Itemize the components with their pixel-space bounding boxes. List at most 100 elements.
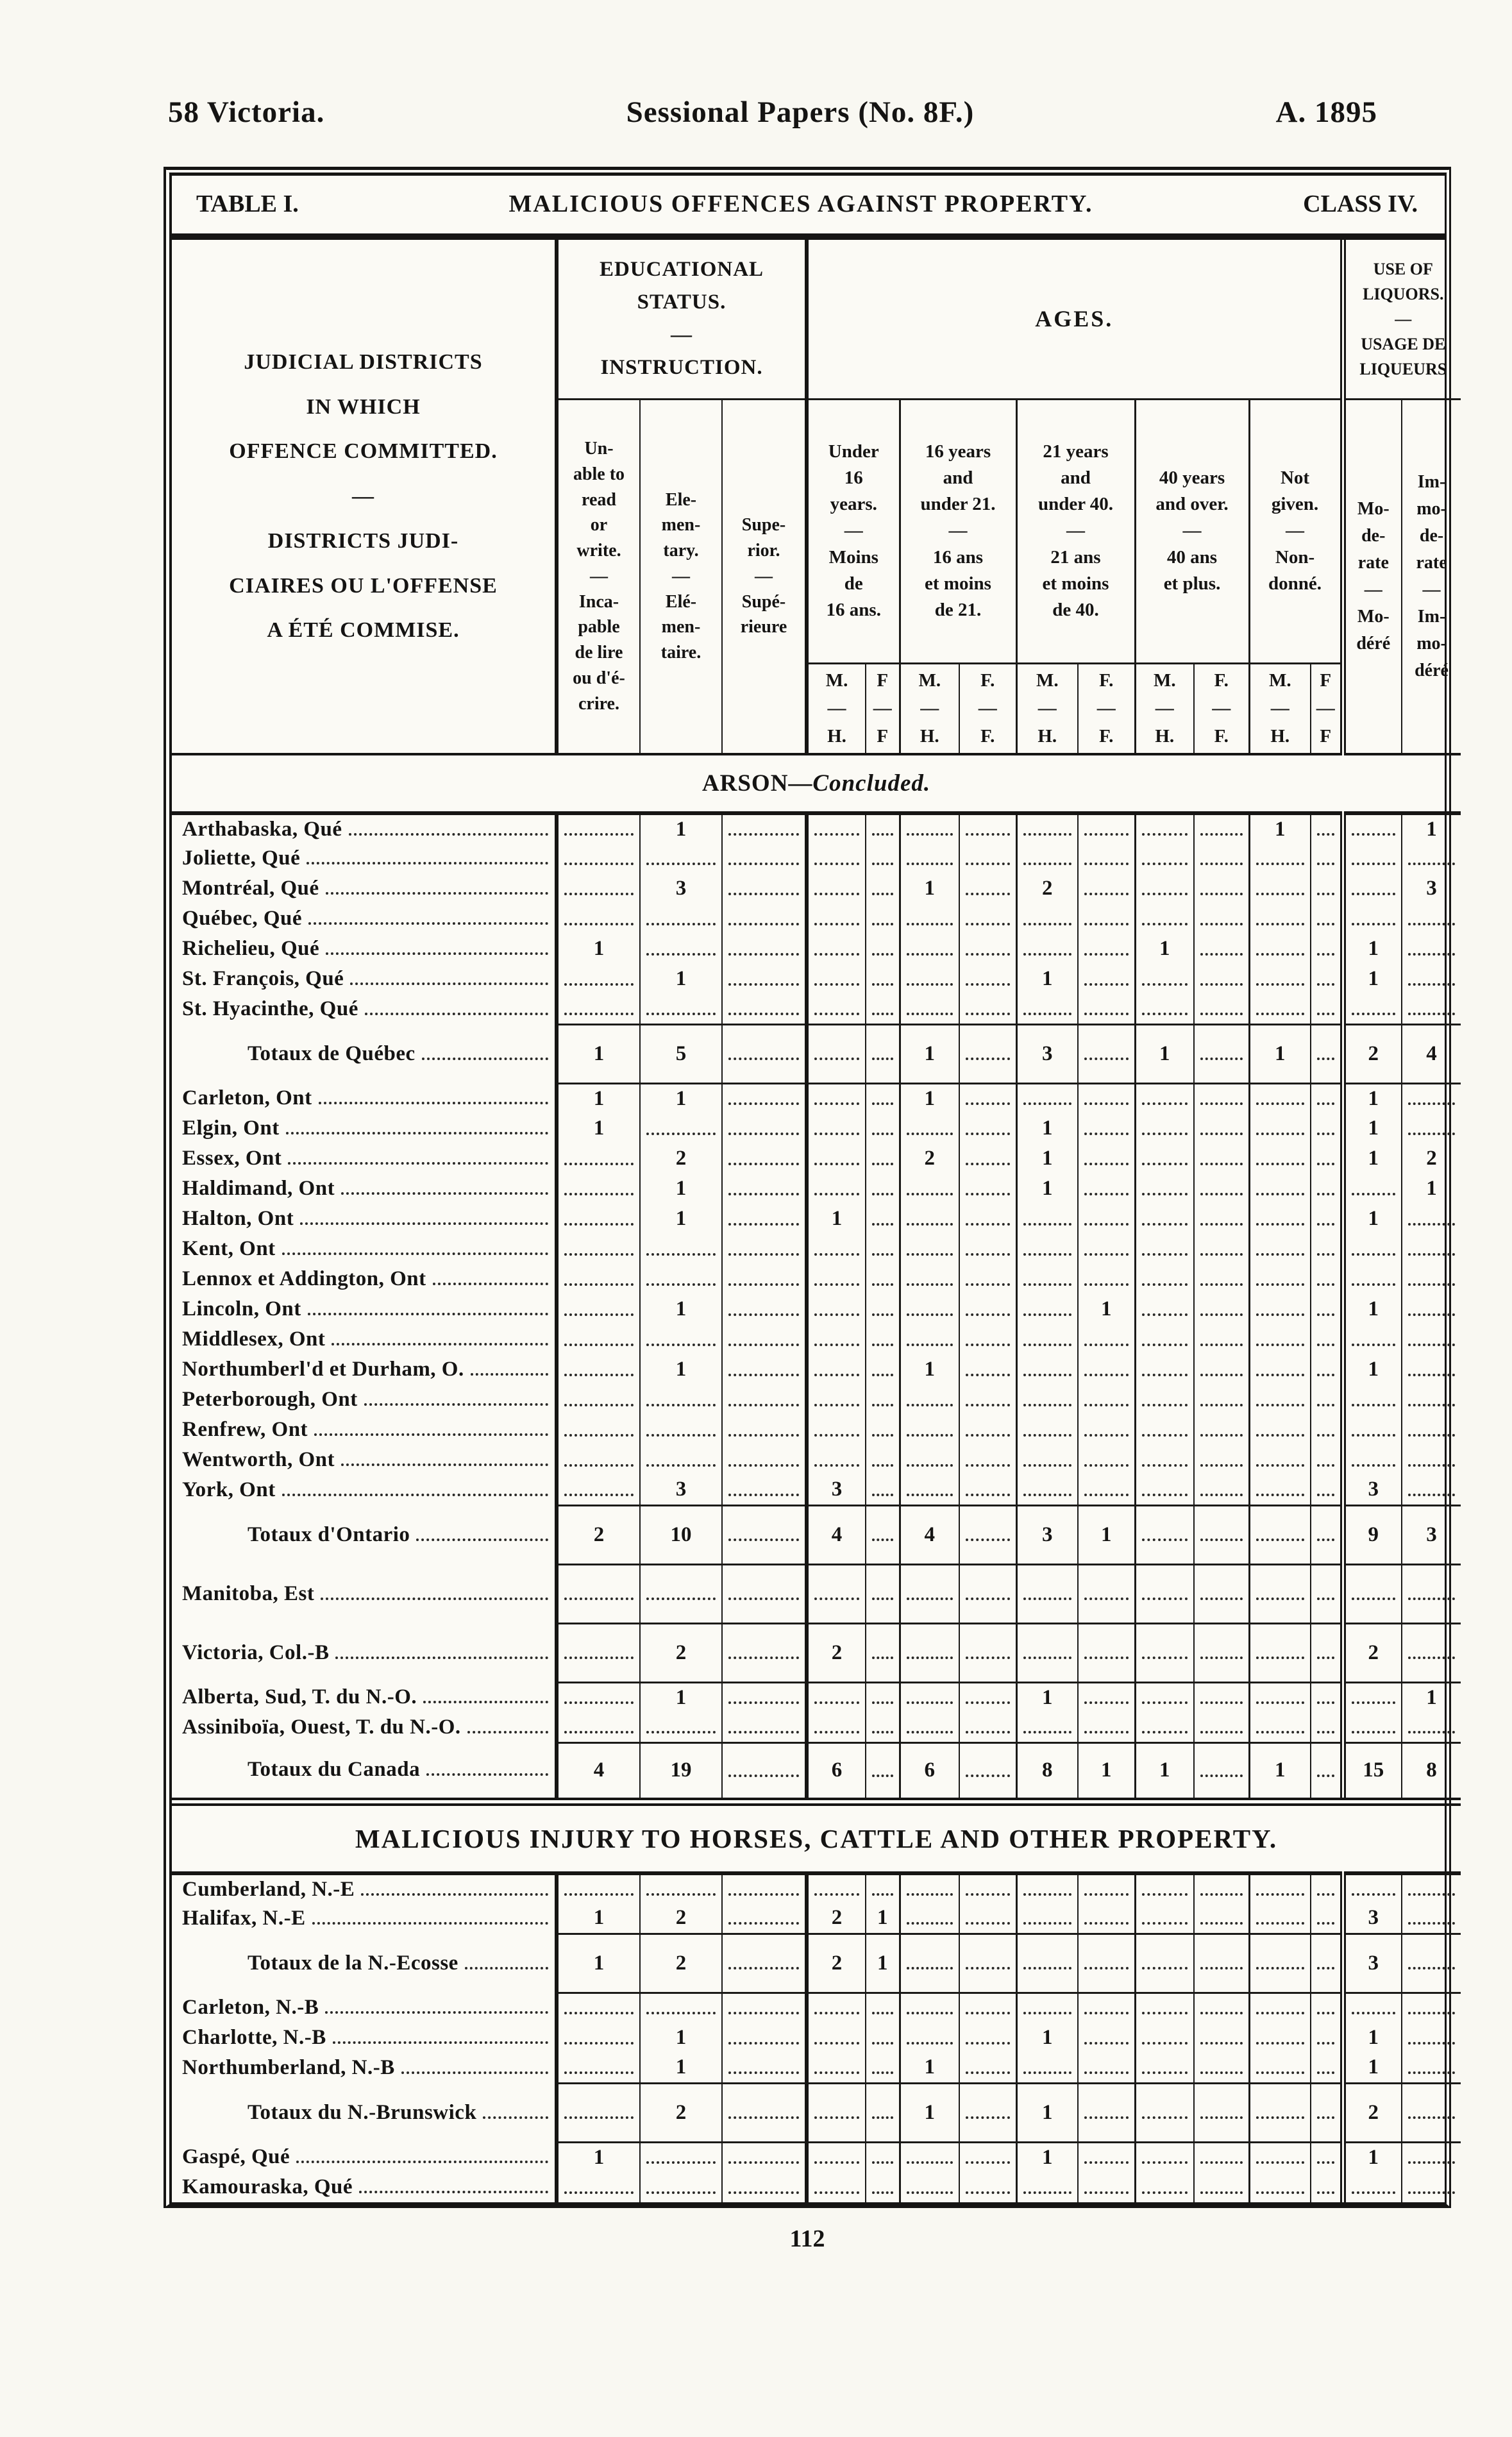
col-header-age-21-under-40: 21 years and under 40. — 21 ans et moins… (1015, 399, 1136, 664)
empty-cell-dots (1200, 1493, 1243, 1496)
empty-cell-dots (1317, 1283, 1334, 1286)
value-cell (1401, 1903, 1461, 1935)
value-cell: 1 (639, 2023, 722, 2053)
empty-cell-dots (1200, 892, 1243, 895)
empty-cell-dots (1200, 1012, 1243, 1015)
empty-cell-dots (1141, 2041, 1188, 2045)
district-name-cell: Peterborough, Ont (172, 1385, 557, 1415)
page-header: 58 Victoria. Sessional Papers (No. 8F.) … (0, 0, 1512, 130)
value-cell: 1 (1340, 1204, 1402, 1234)
value-cell (1077, 1174, 1136, 1204)
value-cell (959, 1023, 1017, 1084)
value-cell (805, 843, 866, 873)
value-cell (555, 1385, 640, 1415)
empty-cell-dots (1408, 862, 1456, 865)
empty-cell-dots (564, 1222, 634, 1226)
empty-cell-dots (814, 833, 860, 836)
empty-cell-dots (564, 922, 634, 925)
dotted-leader (470, 1373, 548, 1376)
value-cell (1077, 1903, 1136, 1935)
empty-cell-dots (966, 1343, 1010, 1346)
value-cell (1193, 813, 1250, 843)
empty-cell-dots (1084, 1463, 1129, 1467)
value-cell (865, 1264, 900, 1294)
empty-cell-dots (1317, 1012, 1334, 1015)
value-cell (1248, 2082, 1311, 2143)
value-cell (1077, 813, 1136, 843)
empty-cell-dots (1200, 2116, 1243, 2119)
value-cell (721, 1234, 807, 1264)
col-header-age-40-and-over: 40 years and over. — 40 ans et plus. (1134, 399, 1250, 664)
value-cell (805, 1415, 866, 1445)
empty-cell-dots (906, 862, 953, 865)
value-cell (898, 843, 960, 873)
empty-cell-dots (1200, 2191, 1243, 2194)
empty-cell-dots (728, 1058, 800, 1060)
empty-cell-dots (906, 1313, 953, 1316)
value-cell (555, 964, 640, 994)
empty-cell-dots (646, 1598, 716, 1600)
value-cell (1401, 2023, 1461, 2053)
value-cell (721, 2142, 807, 2172)
value-cell (1310, 1564, 1343, 1624)
empty-cell-dots (646, 862, 716, 865)
value-cell (865, 1385, 900, 1415)
empty-cell-dots (1351, 1403, 1396, 1406)
empty-cell-dots (966, 2041, 1010, 2045)
district-name: Totaux de la N.-Ecosse (248, 1951, 458, 1975)
district-name: Québec, Qué (182, 907, 302, 930)
value-cell (1193, 1903, 1250, 1935)
value-cell (1401, 964, 1461, 994)
value-cell (1077, 1623, 1136, 1683)
empty-cell-dots (646, 1403, 716, 1406)
empty-cell-dots (728, 1657, 800, 1659)
value-cell (1401, 2172, 1461, 2202)
value-cell (865, 843, 900, 873)
empty-cell-dots (728, 1192, 800, 1195)
empty-cell-dots (1023, 1222, 1072, 1226)
empty-cell-dots (1084, 1657, 1129, 1659)
value-cell (1077, 1932, 1136, 1994)
district-name-cell: St. Hyacinthe, Qué (172, 994, 557, 1024)
district-name: Richelieu, Qué (182, 937, 320, 960)
empty-cell-dots (966, 2012, 1010, 2015)
value-cell (1134, 994, 1195, 1024)
value-cell (1248, 1324, 1311, 1354)
empty-cell-dots (1023, 1313, 1072, 1316)
empty-cell-dots (564, 1373, 634, 1376)
value-cell (865, 1682, 900, 1712)
value-cell (898, 2023, 960, 2053)
empty-cell-dots (814, 1463, 860, 1467)
district-name: Cumberland, N.-E (182, 1877, 355, 1901)
value-cell: 2 (555, 1504, 640, 1565)
empty-cell-dots (1408, 1373, 1456, 1376)
empty-cell-dots (1141, 1403, 1188, 1406)
empty-cell-dots (1408, 1132, 1456, 1135)
empty-cell-dots (1317, 1252, 1334, 1256)
value-cell (721, 1712, 807, 1744)
empty-cell-dots (872, 1539, 893, 1541)
empty-cell-dots (1256, 1192, 1305, 1195)
total-row: Totaux du N.-Brunswick 2 1 1 2 (172, 2082, 1461, 2143)
value-cell (1193, 904, 1250, 934)
empty-cell-dots (1084, 1403, 1129, 1406)
value-cell (1077, 1023, 1136, 1084)
value-cell: 1 (639, 964, 722, 994)
empty-cell-dots (1200, 1657, 1243, 1659)
value-cell: 1 (1015, 1174, 1079, 1204)
value-cell (1340, 1415, 1402, 1445)
empty-cell-dots (1256, 1893, 1305, 1896)
value-cell (1193, 1385, 1250, 1415)
value-cell (959, 1113, 1017, 1143)
value-cell (1134, 2053, 1195, 2084)
empty-cell-dots (814, 892, 860, 895)
empty-cell-dots (728, 1539, 800, 1541)
value-cell (721, 813, 807, 843)
empty-cell-dots (1200, 1893, 1243, 1896)
value-cell (1310, 1445, 1343, 1475)
value-cell (1310, 2142, 1343, 2172)
district-name-cell: Northumberl'd et Durham, O. (172, 1354, 557, 1385)
empty-cell-dots (1408, 1893, 1456, 1896)
empty-cell-dots (1084, 982, 1129, 986)
value-cell (1077, 1234, 1136, 1264)
